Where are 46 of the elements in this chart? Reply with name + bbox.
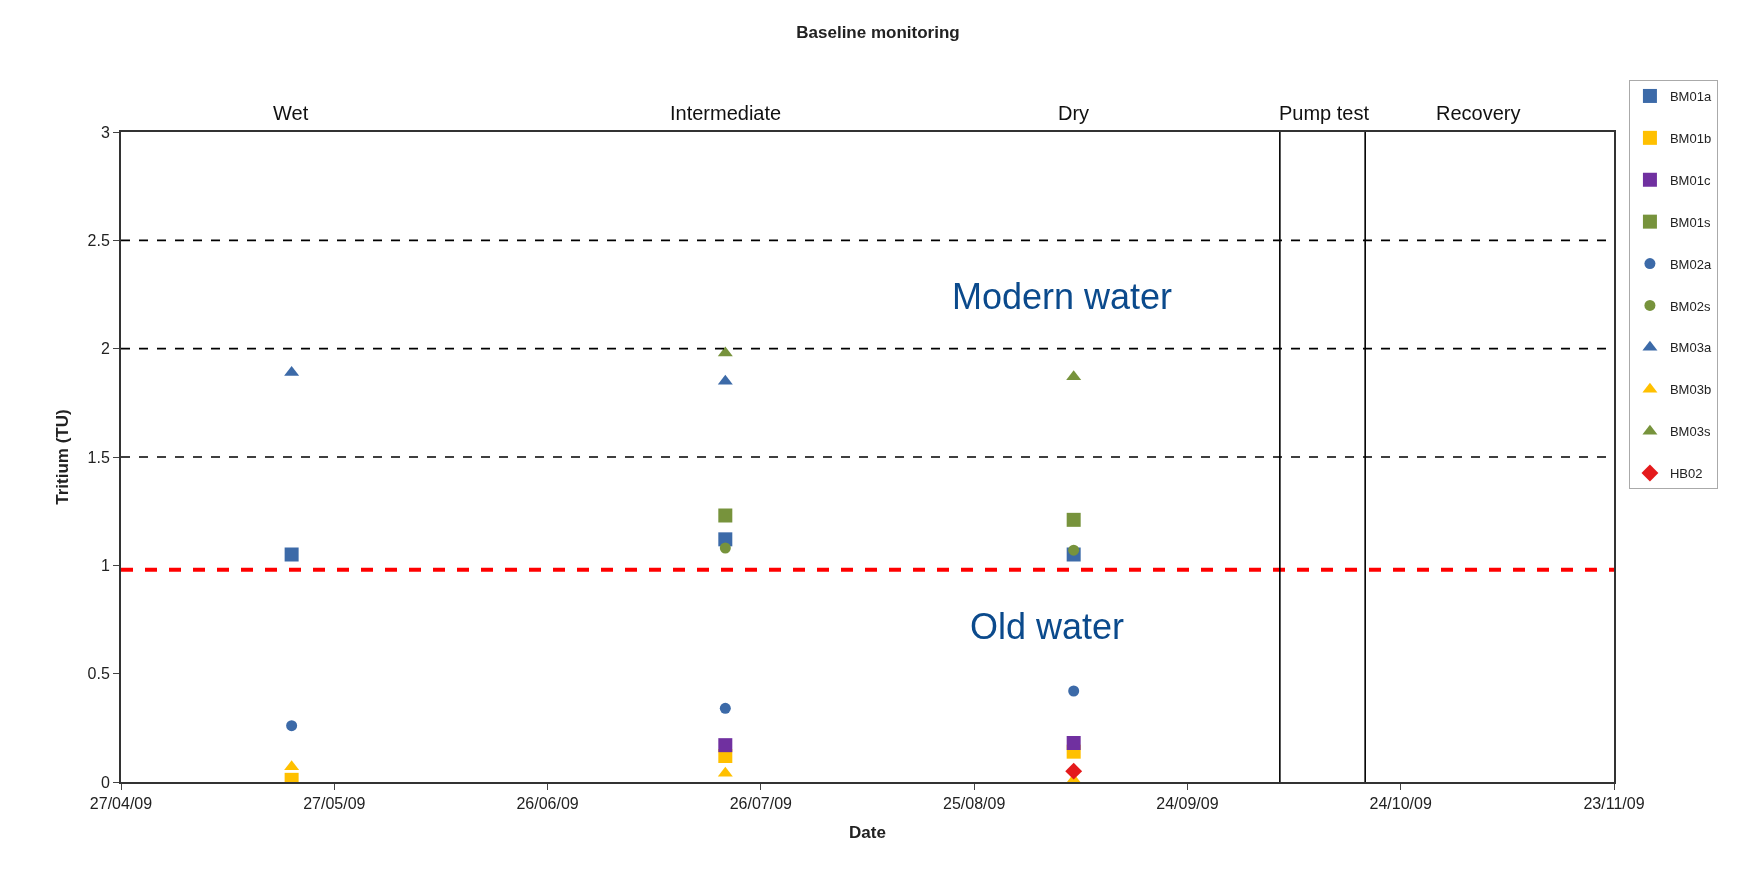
legend-label: BM02s	[1669, 298, 1711, 314]
annotation: Modern water	[952, 276, 1173, 317]
text: Wet	[273, 102, 309, 124]
x-tick-label: 27/04/09	[89, 795, 153, 813]
text: Pump test	[1279, 102, 1370, 124]
x-tick-label: 23/11/09	[1583, 795, 1645, 813]
legend-label: BM02a	[1669, 256, 1712, 272]
chart-title: Baseline monitoring	[796, 23, 960, 43]
x-tick-label: 27/05/09	[303, 795, 366, 813]
x-tick-label: 24/10/09	[1369, 795, 1432, 813]
y-tick-label: 1	[100, 556, 110, 574]
x-tick-label: 26/07/09	[729, 795, 793, 813]
y-tick-label: 2.5	[87, 231, 110, 249]
point	[1068, 685, 1080, 697]
point	[718, 738, 733, 753]
y-tick-label: 0.5	[87, 665, 110, 683]
text: Intermediate	[670, 102, 782, 124]
y-tick-label: 0	[100, 773, 110, 791]
point	[286, 720, 298, 732]
legend-label: BM01s	[1669, 214, 1711, 230]
legend-label: BM03b	[1669, 382, 1712, 398]
y-axis-title: Tritium (TU)	[52, 409, 72, 505]
legend-label: BM01c	[1669, 172, 1711, 188]
y-tick-label: 1.5	[87, 448, 110, 466]
y-tick-label: 3	[100, 123, 110, 141]
annotation: Old water	[970, 606, 1125, 647]
text: Dry	[1058, 102, 1090, 124]
legend-label: BM01a	[1669, 89, 1712, 105]
x-tick-label: 26/06/09	[516, 795, 579, 813]
legend-label: BM03s	[1669, 424, 1711, 440]
point	[1068, 544, 1080, 556]
legend-label: BM03a	[1669, 340, 1712, 356]
x-tick-label: 24/09/09	[1156, 795, 1219, 813]
point	[719, 542, 731, 554]
point	[284, 547, 299, 562]
x-axis-title: Date	[849, 823, 886, 843]
y-tick-label: 2	[100, 340, 110, 358]
x-tick-label: 25/08/09	[943, 795, 1006, 813]
text: Recovery	[1436, 102, 1521, 124]
legend-label: HB02	[1669, 466, 1703, 482]
point	[1066, 512, 1081, 527]
point	[1066, 736, 1081, 750]
point	[718, 508, 733, 523]
legend-label: BM01b	[1669, 130, 1712, 146]
point	[1065, 762, 1083, 780]
point	[719, 702, 731, 714]
